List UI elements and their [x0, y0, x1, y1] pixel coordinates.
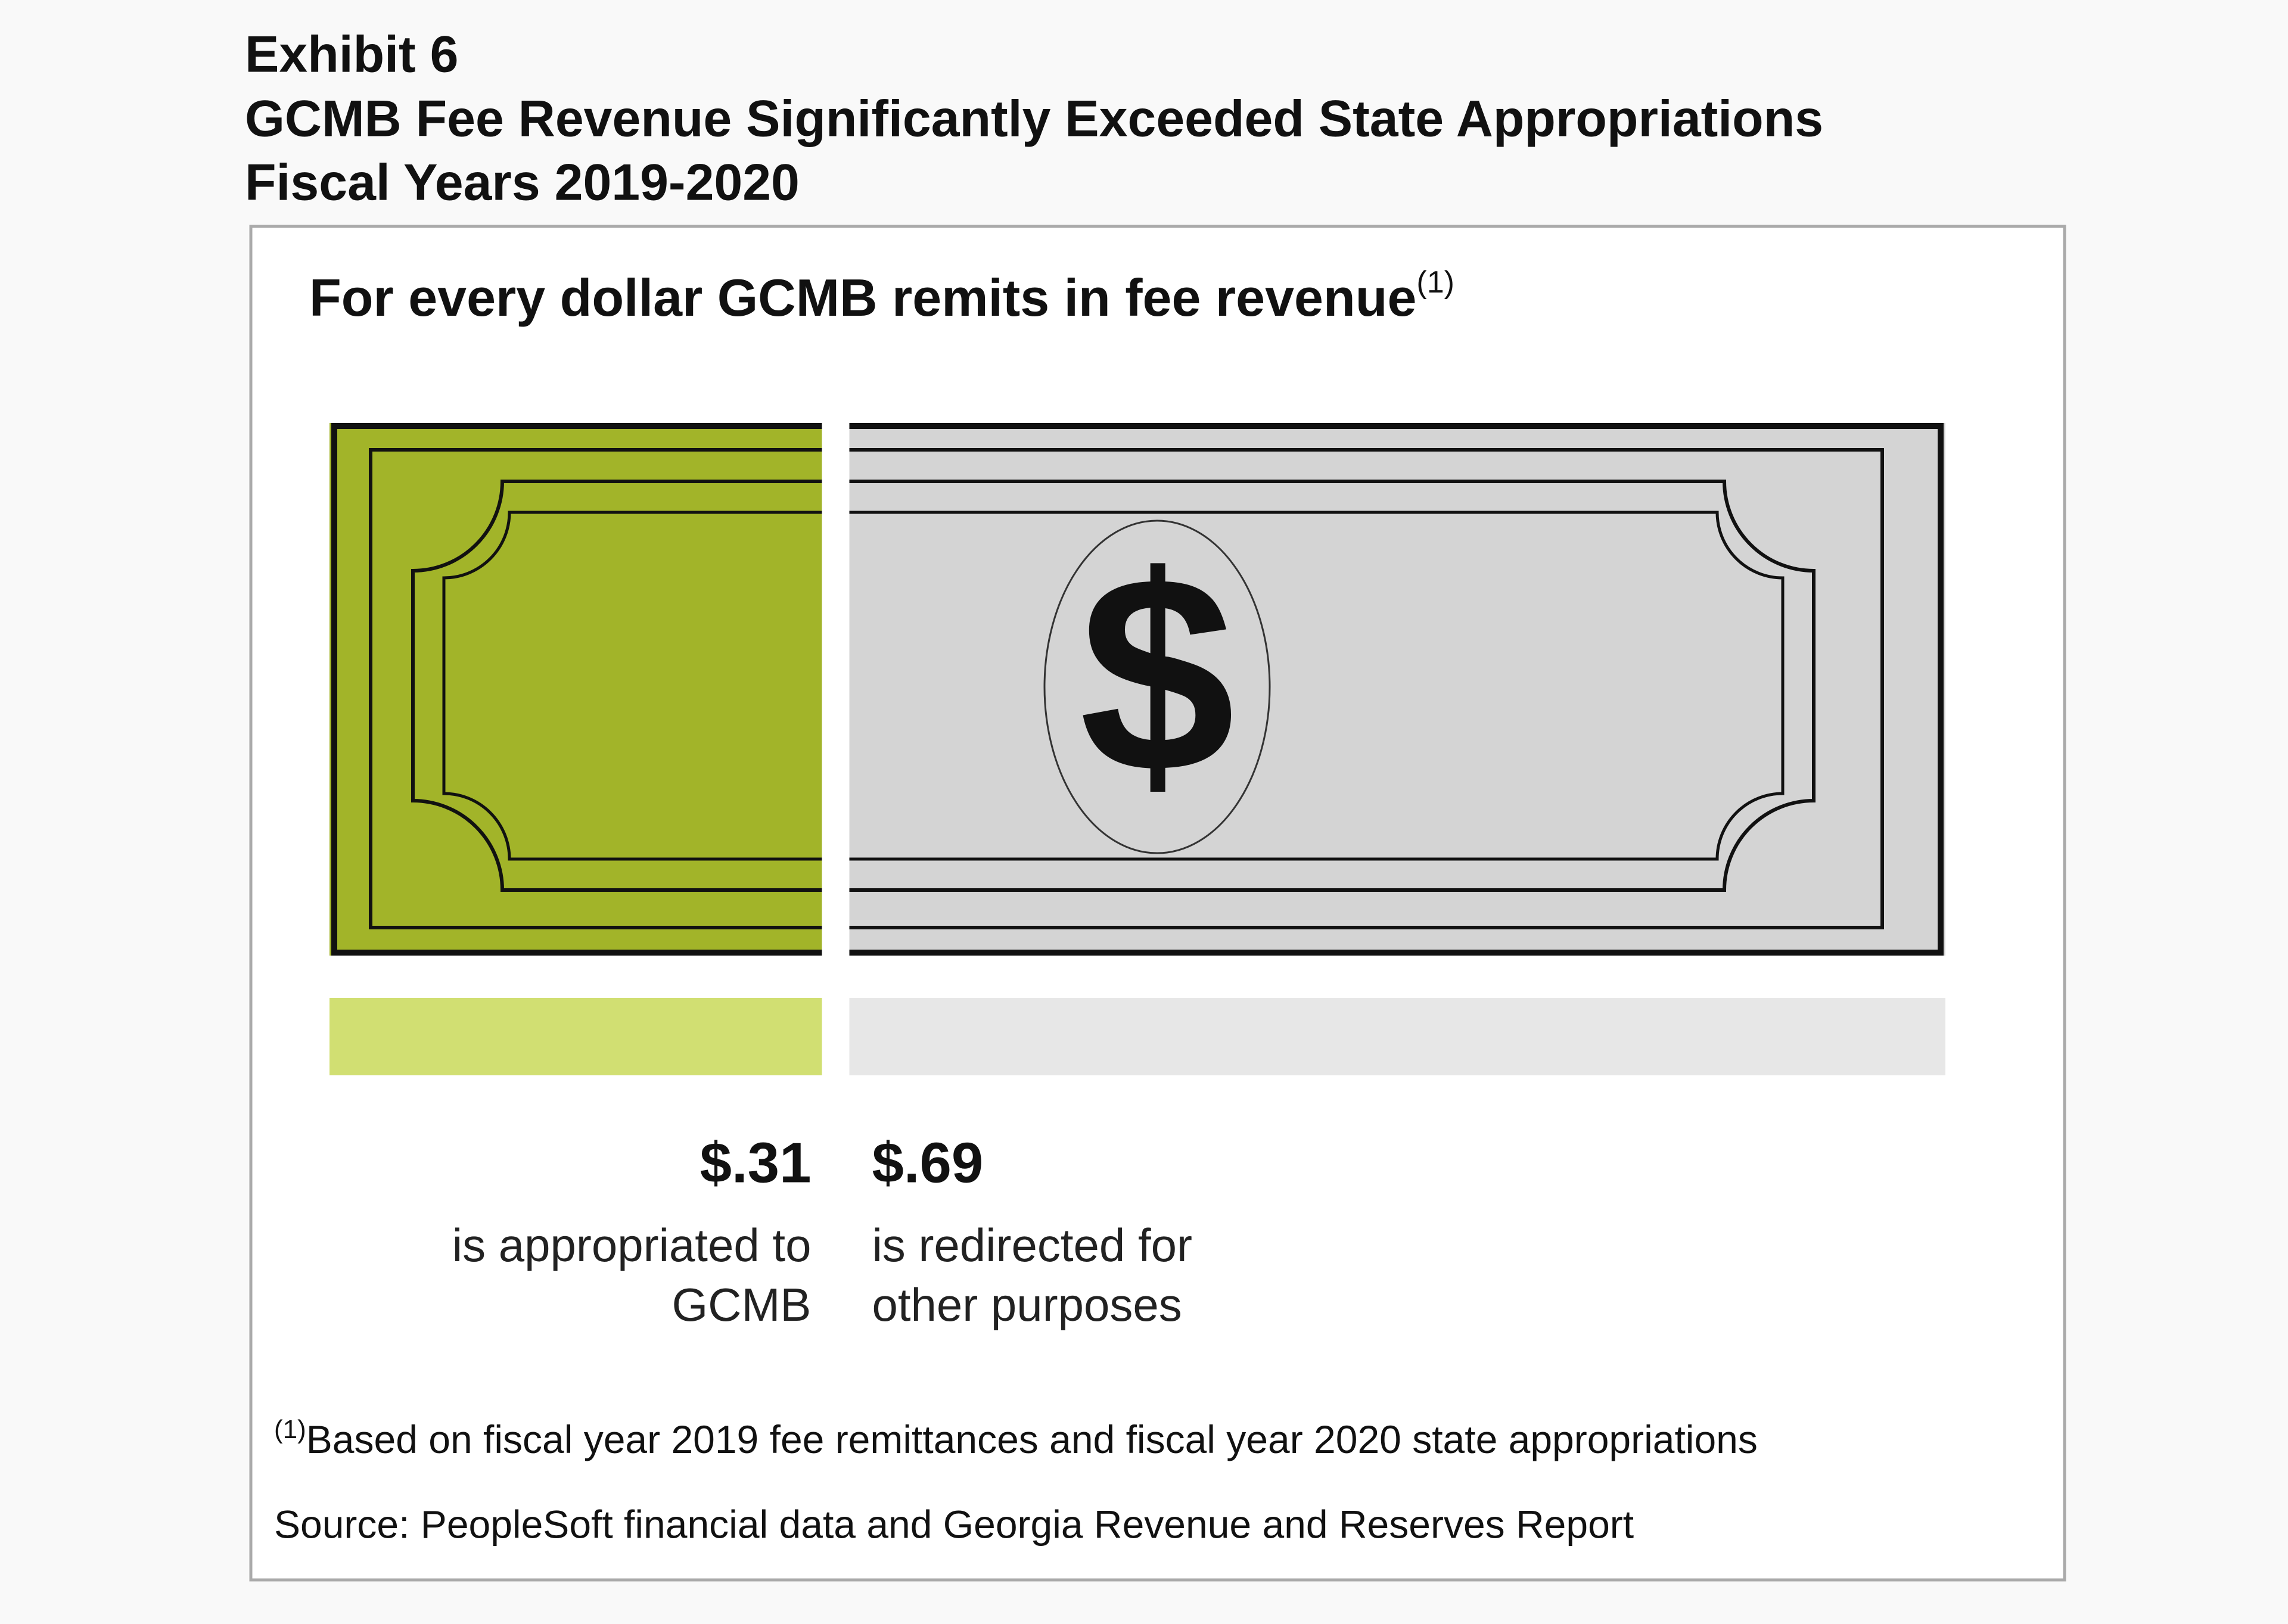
bar — [849, 998, 1945, 1075]
bill-symbol: $ — [1079, 518, 1235, 830]
source: Source: PeopleSoft financial data and Ge… — [274, 1502, 1634, 1546]
value-label: $.31 — [700, 1131, 812, 1194]
category-label: is appropriated to GCMB — [452, 1219, 812, 1331]
heading-text: For every dollar GCMB remits in fee reve… — [309, 268, 1416, 327]
bill-inner-border — [369, 448, 1884, 929]
heading: For every dollar GCMB remits in fee reve… — [309, 265, 1454, 328]
footnote-text: Based on fiscal year 2019 fee remittance… — [306, 1417, 1758, 1461]
exhibit-label: Exhibit 6 — [245, 26, 458, 83]
footnote-mark: (1) — [274, 1415, 306, 1444]
chart-subtitle: Fiscal Years 2019-2020 — [245, 154, 800, 211]
footnote: (1)Based on fiscal year 2019 fee remitta… — [274, 1415, 1758, 1462]
bill-oval — [1043, 519, 1271, 854]
category-label: is redirected for other purposes — [872, 1219, 1192, 1331]
bill-segment — [849, 423, 1945, 956]
bar — [329, 998, 822, 1075]
bill-border — [331, 423, 1944, 956]
heading-note: (1) — [1416, 265, 1454, 300]
value-label: $.69 — [872, 1131, 983, 1194]
chart-title: GCMB Fee Revenue Significantly Exceeded … — [245, 91, 1823, 148]
bill-gap — [822, 417, 850, 962]
bill-ornament — [411, 480, 1816, 892]
bill-segment — [329, 423, 822, 956]
bill-ornament — [442, 511, 1785, 861]
